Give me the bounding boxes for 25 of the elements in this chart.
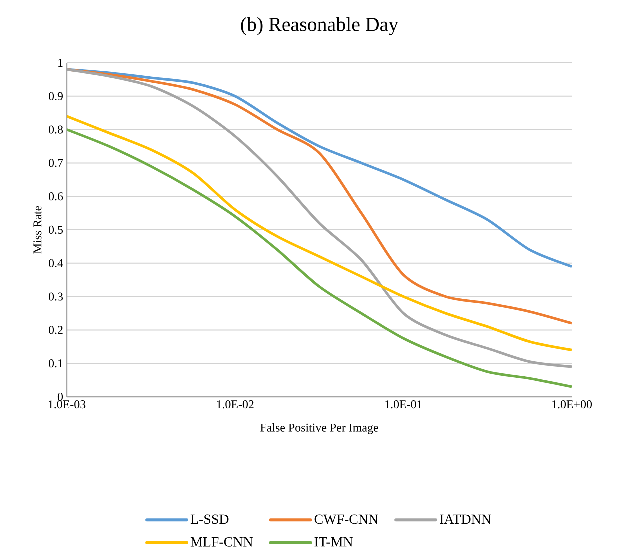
y-tick-label: 0.3	[48, 292, 64, 301]
legend-label: CWF-CNN	[314, 514, 378, 524]
y-tick-label: 0	[58, 392, 64, 401]
y-tick-label: 0.1	[48, 359, 63, 368]
x-tick-label: 1.0E-03	[48, 400, 86, 409]
y-axis-title: Miss Rate	[34, 206, 42, 254]
legend-label: L-SSD	[190, 514, 229, 524]
chart-title: (b) Reasonable Day	[241, 17, 399, 36]
y-tick-label: 0.7	[48, 159, 64, 168]
x-tick-label: 1.0E+00	[552, 400, 592, 409]
y-tick-label: 0.9	[48, 92, 63, 100]
x-tick-label: 1.0E-02	[217, 400, 254, 409]
y-tick-label: 0.6	[48, 192, 64, 201]
legend-label: IT-MN	[314, 537, 353, 547]
line-series	[66, 128, 572, 388]
y-tick-label: 0.2	[48, 326, 63, 334]
legend-label: MLF-CNN	[190, 537, 253, 547]
x-tick-label: 1.0E-01	[386, 400, 422, 409]
x-axis-title: False Positive Per Image	[260, 423, 378, 434]
line-series	[66, 115, 572, 352]
y-tick-label: 0.5	[48, 226, 64, 234]
legend-label: IATDNN	[440, 514, 492, 524]
y-tick-label: 0.4	[48, 259, 64, 268]
y-tick-label: 1	[58, 58, 63, 67]
y-tick-label: 0.8	[48, 126, 64, 134]
